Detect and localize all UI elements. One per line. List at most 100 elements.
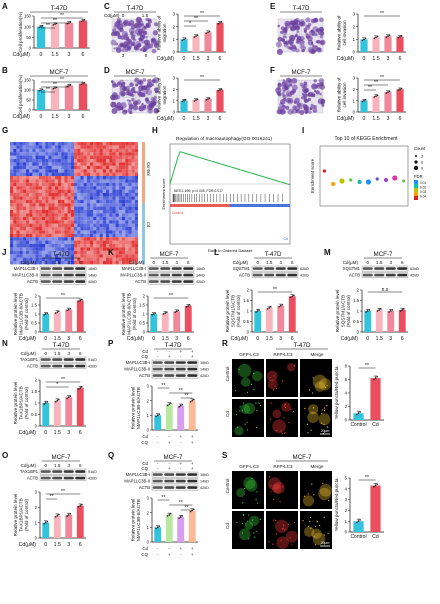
heatmap-cell xyxy=(99,254,103,258)
blot-strip-N xyxy=(39,363,87,369)
heatmap-cell xyxy=(109,237,113,241)
heatmap-cell xyxy=(122,179,126,183)
cd-row-label-A: Cd(μM) xyxy=(13,52,31,58)
heatmap-cell xyxy=(109,261,113,265)
sig-label-A: ** xyxy=(60,13,64,19)
heatmap-cell xyxy=(77,148,81,153)
heatmap-cell xyxy=(13,159,17,163)
heatmap-cell xyxy=(61,186,65,190)
data-point-F xyxy=(363,99,365,102)
heatmap-cell xyxy=(115,193,119,197)
invasion-image-e-0-cell xyxy=(294,25,301,31)
heatmap-cell xyxy=(93,250,97,255)
heatmap-cell xyxy=(64,244,68,248)
heatmap-cell xyxy=(122,240,126,244)
heatmap-cell xyxy=(51,152,55,156)
heatmap-cell xyxy=(131,257,135,261)
heatmap-cell xyxy=(45,189,49,193)
puncta-R xyxy=(324,386,326,388)
bar-M-3 xyxy=(398,309,406,332)
fdr-gradient xyxy=(414,180,418,184)
blot-band-O xyxy=(63,470,74,473)
blot-band-M xyxy=(362,273,373,277)
heatmap-cell xyxy=(125,220,129,224)
heatmap-cell xyxy=(90,159,94,163)
data-point-A xyxy=(41,25,44,27)
heatmap-cell xyxy=(77,196,81,200)
cell-blob-S xyxy=(245,479,258,492)
heatmap-cell xyxy=(29,237,33,241)
heatmap-cell xyxy=(67,203,71,207)
heatmap-cell xyxy=(10,142,14,146)
data-point-L xyxy=(279,304,282,307)
y-axis-label-Q: MAP1LC3B-II/ACTB xyxy=(136,499,141,541)
heatmap-cell xyxy=(96,216,100,221)
heatmap-cell xyxy=(74,203,78,207)
heatmap-cell xyxy=(109,199,113,204)
heatmap-cell xyxy=(29,148,33,153)
heatmap-cell xyxy=(83,254,87,258)
heatmap-cell xyxy=(42,199,46,204)
heatmap-cell xyxy=(96,179,100,183)
heatmap-cell xyxy=(90,223,94,227)
heatmap-cell xyxy=(48,230,52,234)
cell-blob-R xyxy=(234,426,244,436)
heatmap-cell xyxy=(131,199,135,204)
puncta-S xyxy=(241,532,244,534)
migration-image-c-2-cell xyxy=(122,44,127,49)
heatmap-cell xyxy=(22,257,26,261)
kda-label-K: 16kD xyxy=(196,267,205,271)
invasion-image-f-2-cell xyxy=(280,102,283,105)
heatmap-cell xyxy=(42,148,46,153)
blot-band-P xyxy=(152,361,163,364)
heatmap-cell xyxy=(77,216,81,221)
heatmap-cell xyxy=(22,233,26,238)
data-point-Q xyxy=(178,517,180,519)
heatmap-cell xyxy=(86,223,90,227)
heatmap-cell xyxy=(74,213,78,217)
heatmap-cell xyxy=(80,142,84,146)
blot-band-O xyxy=(52,470,63,473)
heatmap-cell xyxy=(122,233,126,238)
heatmap-cell xyxy=(13,196,17,200)
heatmap-cell xyxy=(128,199,132,204)
heatmap-cell xyxy=(125,227,129,231)
cq-axis-sign-P: + xyxy=(168,440,171,445)
heatmap-cell xyxy=(67,145,71,149)
gsea-y-label: Enrichment score xyxy=(161,178,166,210)
invasion-image-e-1-cell xyxy=(316,27,322,33)
heatmap-cell xyxy=(90,179,94,183)
heatmap-cell xyxy=(67,240,71,244)
heatmap-cell xyxy=(99,227,103,231)
heatmap-cell xyxy=(38,237,42,241)
data-point-L xyxy=(289,296,292,299)
puncta-R xyxy=(323,407,326,409)
bar-A-3 xyxy=(78,20,88,48)
migration-image-d-1-cell xyxy=(152,77,160,84)
dose-label-C: 1.5 xyxy=(192,56,199,62)
migration-image-c-3-cell xyxy=(134,45,139,50)
heatmap-cell xyxy=(106,254,110,258)
dose-label-O: 1.5 xyxy=(54,463,61,468)
migration-image-d-0-cell xyxy=(125,88,131,94)
dose-label-O: 0 xyxy=(44,542,47,548)
heatmap-cell xyxy=(51,206,55,210)
migration-image-d-2-cell xyxy=(115,94,121,100)
migration-image-d-1-cell xyxy=(137,80,142,85)
blot-strip-L xyxy=(251,265,299,272)
heatmap-cell xyxy=(74,233,78,238)
heatmap-cell xyxy=(13,203,17,207)
heatmap-cell xyxy=(118,206,122,210)
heatmap-cell xyxy=(128,159,132,163)
data-point-R xyxy=(374,377,377,379)
data-point-C xyxy=(207,31,209,34)
heatmap-cell xyxy=(80,145,84,149)
cd-sign-Q: - xyxy=(157,461,159,466)
heatmap-cell xyxy=(128,250,132,255)
heatmap-cell xyxy=(118,148,122,153)
cd-axis-sign-P: - xyxy=(157,434,159,439)
migration-image-c-3-cell xyxy=(137,43,142,48)
heatmap-cell xyxy=(122,227,126,231)
heatmap-cell xyxy=(13,254,17,258)
heatmap-cell xyxy=(125,206,129,210)
